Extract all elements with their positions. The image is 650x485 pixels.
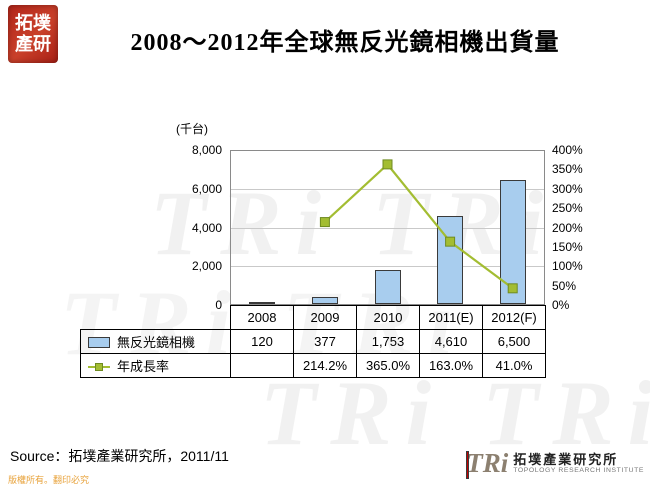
bar-2008 <box>249 301 276 304</box>
year-cell: 2008 <box>230 305 294 330</box>
axis-tick-label: 4,000 <box>191 220 222 235</box>
bar-value-cell: 1,753 <box>356 329 420 354</box>
line-value-cell: 214.2% <box>293 353 357 378</box>
axis-tick-label: 6,000 <box>191 181 222 196</box>
axis-unit-label: (千台) <box>176 122 208 136</box>
axis-tick-label: 8,000 <box>191 143 222 157</box>
stamp-line-2: 產研 <box>15 34 51 54</box>
line-marker <box>445 236 456 247</box>
axis-tick-label: 0 <box>215 298 222 312</box>
bar-series-label: 無反光鏡相機 <box>117 335 196 350</box>
axis-tick-label: 200% <box>552 220 583 235</box>
line-series-label: 年成長率 <box>117 359 170 374</box>
line-legend-swatch <box>88 361 110 372</box>
plot-area <box>230 150 545 305</box>
bar-value-cell: 6,500 <box>482 329 546 354</box>
bar-legend-swatch <box>88 337 110 348</box>
year-cell: 2009 <box>293 305 357 330</box>
axis-tick-label: 350% <box>552 162 583 177</box>
tri-logo-red-bar <box>466 451 470 479</box>
axis-tick-label: 250% <box>552 201 583 216</box>
axis-tick-label: 400% <box>552 143 583 157</box>
bar-series-row: 無反光鏡相機 120 377 1,753 4,610 6,500 <box>80 329 546 354</box>
tri-company-name: 拓墣產業研究所 <box>513 451 619 467</box>
bar-2010 <box>374 270 401 304</box>
axis-tick-label: 0% <box>552 298 570 312</box>
line-marker <box>507 283 518 294</box>
gridline <box>231 227 544 229</box>
left-axis-ticks: 8,000 6,000 4,000 2,000 0 <box>162 143 226 312</box>
stamp-line-1: 拓墣 <box>15 13 51 34</box>
growth-rate-line <box>319 159 518 294</box>
gridline <box>231 189 544 191</box>
gridline <box>231 265 544 267</box>
bar-2009 <box>311 296 338 304</box>
copyright-notice: 版權所有。翻印必究 <box>8 475 90 485</box>
tri-company-subtitle: TOPOLOGY RESEARCH INSTITUTE <box>513 466 644 474</box>
tri-wordmark: TRi <box>466 448 509 478</box>
data-table: 2008 2009 2010 2011(E) 2012(F) 無反光鏡相機 12… <box>80 305 546 378</box>
line-value-cell: 163.0% <box>419 353 483 378</box>
tri-stamp-logo: 拓墣 產研 <box>8 5 58 63</box>
axis-tick-label: 2,000 <box>191 259 222 274</box>
tri-footer-logo: TRi 拓墣產業研究所 TOPOLOGY RESEARCH INSTITUTE <box>466 448 644 479</box>
years-row: 2008 2009 2010 2011(E) 2012(F) <box>81 305 546 330</box>
line-marker <box>319 217 330 228</box>
line-series-legend-cell: 年成長率 <box>80 353 231 378</box>
bar-value-cell: 4,610 <box>419 329 483 354</box>
bar-series-legend-cell: 無反光鏡相機 <box>80 329 231 354</box>
line-value-cell <box>230 353 294 378</box>
year-cell: 2012(F) <box>482 305 546 330</box>
axis-tick-label: 300% <box>552 181 583 196</box>
axis-tick-label: 150% <box>552 239 583 254</box>
source-note: Source：拓墣產業研究所，2011/11 <box>10 448 229 464</box>
axis-tick-label: 100% <box>552 259 583 274</box>
right-axis-ticks: 400% 350% 300% 250% 200% 150% 100% 50% 0% <box>549 143 601 312</box>
bar-2012(F) <box>499 179 526 304</box>
year-cell: 2011(E) <box>419 305 483 330</box>
line-series-row: 年成長率 214.2% 365.0% 163.0% 41.0% <box>80 353 546 378</box>
bar-value-cell: 120 <box>230 329 294 354</box>
line-value-cell: 365.0% <box>356 353 420 378</box>
line-marker <box>382 159 393 170</box>
bar-value-cell: 377 <box>293 329 357 354</box>
axis-tick-label: 50% <box>552 278 577 293</box>
year-cell: 2010 <box>356 305 420 330</box>
table-ghost-cell <box>81 306 231 330</box>
page-title: 2008～2012年全球無反光鏡相機出貨量 <box>130 30 560 56</box>
line-value-cell: 41.0% <box>482 353 546 378</box>
